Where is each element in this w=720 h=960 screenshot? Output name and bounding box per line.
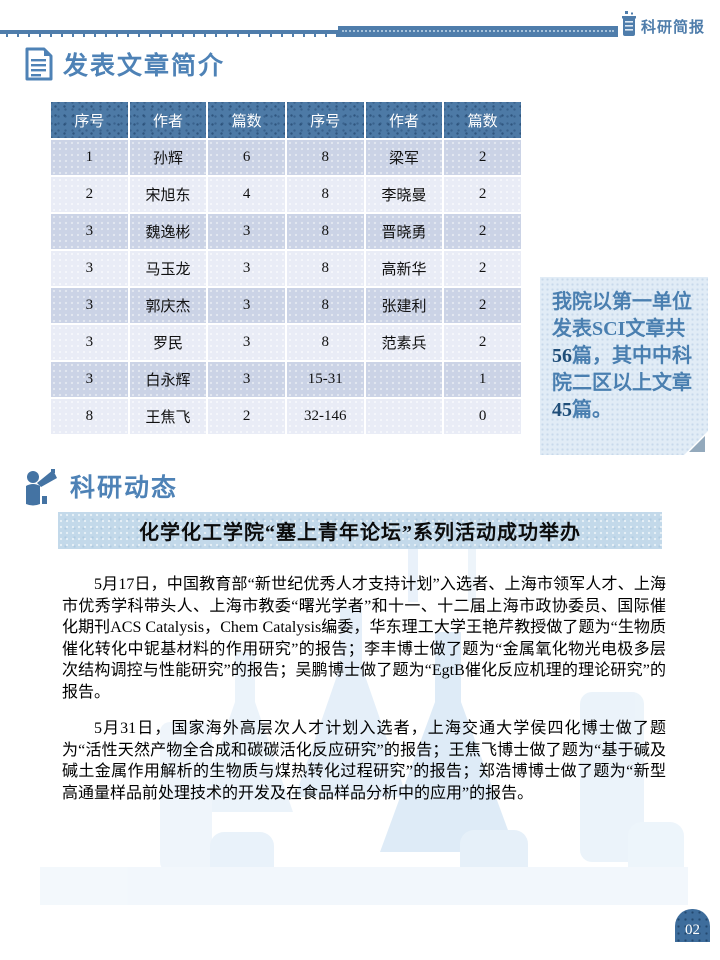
table-cell: 李晓曼	[365, 177, 443, 212]
table-cell	[365, 399, 443, 434]
table-cell: 8	[51, 399, 128, 434]
table-cell: 3	[208, 214, 285, 249]
table-cell: 魏逸彬	[129, 214, 207, 249]
page-number-badge: 02	[675, 909, 710, 942]
news-article: 化学化工学院“塞上青年论坛”系列活动成功举办 5月17日，中国教育部“新世纪优秀…	[40, 512, 688, 910]
table-cell: 2	[51, 177, 128, 212]
table-cell: 郭庆杰	[129, 288, 207, 323]
table-cell: 8	[286, 288, 364, 323]
table-header-row: 序号 作者 篇数 序号 作者 篇数	[51, 102, 521, 138]
table-cell: 15-31	[286, 362, 364, 397]
table-row: 3 郭庆杰 3 8 张建利 2	[51, 288, 521, 323]
table-cell: 2	[444, 251, 521, 286]
table-row: 3 罗民 3 8 范素兵 2	[51, 325, 521, 360]
table-cell: 马玉龙	[129, 251, 207, 286]
table-cell: 范素兵	[365, 325, 443, 360]
column-header: 篇数	[444, 102, 521, 138]
table-cell: 3	[51, 325, 128, 360]
column-header: 篇数	[208, 102, 285, 138]
note-count-total: 56	[552, 345, 572, 367]
section-news-header: 科研动态	[20, 466, 178, 506]
table-cell: 8	[286, 251, 364, 286]
column-header: 序号	[287, 102, 364, 138]
table-row: 3 白永辉 3 15-31 1	[51, 362, 521, 397]
table-cell: 1	[444, 362, 521, 397]
header-rule-thin	[0, 30, 338, 37]
table-row: 2 宋旭东 4 8 李晓曼 2	[51, 177, 521, 212]
column-header: 作者	[130, 102, 207, 138]
column-header: 序号	[51, 102, 128, 138]
table-cell: 3	[208, 325, 285, 360]
table-cell: 32-146	[286, 399, 364, 434]
section-publications-header: 发表文章简介	[24, 46, 225, 82]
article-paragraph: 5月31日，国家海外高层次人才计划入选者，上海交通大学侯四化博士做了题为“活性天…	[62, 720, 666, 802]
table-cell: 白永辉	[129, 362, 207, 397]
announcer-icon	[26, 469, 57, 506]
brand-title: 科研简报	[641, 19, 706, 36]
lab-glassware-watermark	[40, 532, 688, 905]
table-cell: 2	[444, 214, 521, 249]
publications-table-head: 序号 作者 篇数 序号 作者 篇数	[51, 102, 521, 138]
note-text: 篇。	[572, 399, 612, 421]
beaker-icon	[622, 11, 636, 36]
document-icon	[25, 47, 53, 81]
table-cell: 3	[51, 214, 128, 249]
table-cell: 张建利	[365, 288, 443, 323]
folded-corner-icon	[684, 431, 708, 455]
article-body: 5月17日，中国教育部“新世纪优秀人才支持计划”入选者、上海市领军人才、上海市优…	[62, 574, 666, 804]
table-cell: 2	[444, 177, 521, 212]
table-cell: 王焦飞	[129, 399, 207, 434]
table-cell: 8	[286, 140, 364, 175]
table-row: 8 王焦飞 2 32-146 0	[51, 399, 521, 434]
table-cell: 孙辉	[129, 140, 207, 175]
table-cell: 6	[208, 140, 285, 175]
table-row: 1 孙辉 6 8 梁军 2	[51, 140, 521, 175]
section-publications-title: 发表文章简介	[63, 53, 226, 80]
table-row: 3 马玉龙 3 8 高新华 2	[51, 251, 521, 286]
table-cell: 2	[444, 325, 521, 360]
table-cell: 梁军	[365, 140, 443, 175]
article-paragraph: 5月17日，中国教育部“新世纪优秀人才支持计划”入选者、上海市领军人才、上海市优…	[62, 576, 666, 701]
table-row: 3 魏逸彬 3 8 晋晓勇 2	[51, 214, 521, 249]
section-news-title: 科研动态	[70, 475, 179, 502]
table-cell: 8	[286, 325, 364, 360]
table-cell: 2	[208, 399, 285, 434]
table-cell: 3	[51, 362, 128, 397]
table-cell: 3	[51, 251, 128, 286]
table-cell: 2	[444, 288, 521, 323]
publications-table: 序号 作者 篇数 序号 作者 篇数 1 孙辉 6 8 梁军 2 2 宋旭东 4 8 李晓曼 2 3 魏逸彬…	[49, 100, 523, 436]
table-cell: 8	[286, 177, 364, 212]
note-text: 我院以第一单位发表SCI文章共	[552, 291, 692, 340]
table-cell: 罗民	[129, 325, 207, 360]
table-cell	[365, 362, 443, 397]
table-cell: 1	[51, 140, 128, 175]
table-cell: 宋旭东	[129, 177, 207, 212]
table-cell: 8	[286, 214, 364, 249]
table-cell: 4	[208, 177, 285, 212]
note-count-q2: 45	[552, 399, 572, 421]
table-cell: 3	[208, 251, 285, 286]
table-cell: 3	[208, 362, 285, 397]
column-header: 作者	[366, 102, 443, 138]
table-cell: 3	[51, 288, 128, 323]
table-cell: 2	[444, 140, 521, 175]
note-text: 篇，其中中科院二区以上文章	[552, 345, 692, 394]
publications-table-body: 1 孙辉 6 8 梁军 2 2 宋旭东 4 8 李晓曼 2 3 魏逸彬 3 8 晋晓勇 2 3 马玉龙 3 8 高新华 2 3 郭…	[51, 140, 521, 434]
table-cell: 晋晓勇	[365, 214, 443, 249]
table-cell: 高新华	[365, 251, 443, 286]
table-cell: 0	[444, 399, 521, 434]
table-cell: 3	[208, 288, 285, 323]
header-rule-thick	[338, 26, 618, 37]
article-title-bar: 化学化工学院“塞上青年论坛”系列活动成功举办	[58, 512, 662, 549]
sci-summary-note: 我院以第一单位发表SCI文章共 56篇，其中中科院二区以上文章 45篇。	[540, 277, 708, 455]
